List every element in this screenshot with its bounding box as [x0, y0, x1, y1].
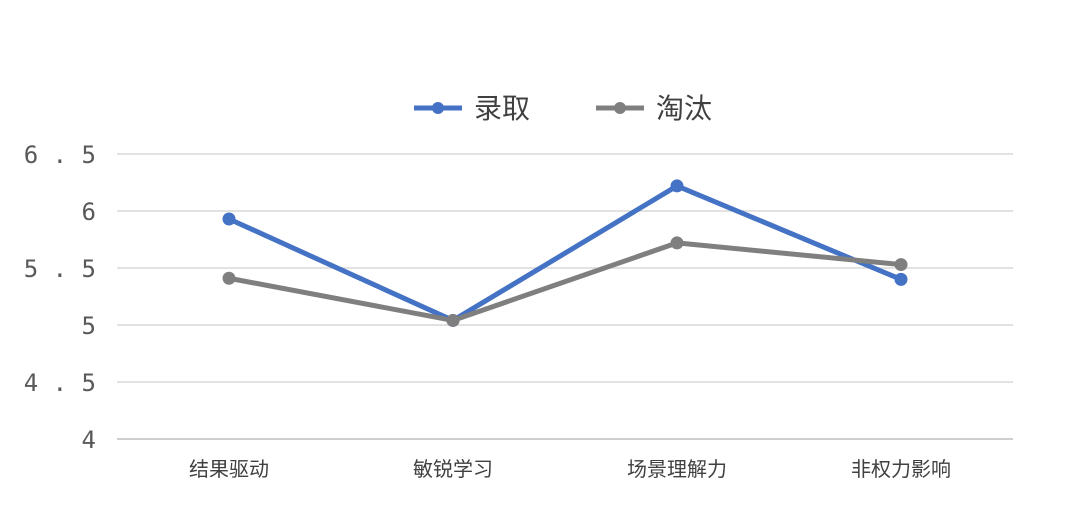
- data-point-淘汰-结果驱动[interactable]: [222, 271, 236, 285]
- series-line-淘汰: [226, 240, 904, 323]
- x-tick-label: 结果驱动: [189, 457, 269, 481]
- y-tick-label: 6: [82, 198, 96, 226]
- legend-marker-淘汰: [614, 102, 626, 114]
- legend: 录取 淘汰: [414, 92, 712, 125]
- data-point-录取-非权力影响[interactable]: [894, 272, 908, 286]
- data-point-录取-场景理解力[interactable]: [670, 179, 684, 193]
- y-tick-label: 6 . 5: [24, 141, 96, 169]
- y-tick-label: 4 . 5: [24, 369, 96, 397]
- y-tick-label: 5: [82, 312, 96, 340]
- y-tick-label: 4: [82, 426, 96, 454]
- legend-label-淘汰: 淘汰: [656, 92, 712, 125]
- data-point-录取-结果驱动[interactable]: [222, 212, 236, 226]
- data-point-淘汰-非权力影响[interactable]: [894, 258, 908, 272]
- x-tick-label: 非权力影响: [851, 457, 951, 481]
- legend-item-淘汰[interactable]: 淘汰: [596, 92, 712, 125]
- series-group: [222, 179, 908, 327]
- legend-label-录取: 录取: [474, 92, 530, 125]
- gridlines: [117, 153, 1013, 440]
- legend-item-录取[interactable]: 录取: [414, 92, 530, 125]
- y-axis: 4 4 . 5 5 5 . 5 6 6 . 5: [24, 141, 96, 454]
- y-tick-label: 5 . 5: [24, 255, 96, 283]
- series-line-录取: [226, 183, 904, 323]
- data-point-淘汰-敏锐学习[interactable]: [446, 313, 460, 327]
- data-point-淘汰-场景理解力[interactable]: [670, 236, 684, 250]
- x-axis: 结果驱动 敏锐学习 场景理解力 非权力影响: [189, 457, 951, 481]
- x-tick-label: 敏锐学习: [413, 457, 493, 481]
- x-tick-label: 场景理解力: [627, 457, 727, 481]
- legend-marker-录取: [432, 102, 444, 114]
